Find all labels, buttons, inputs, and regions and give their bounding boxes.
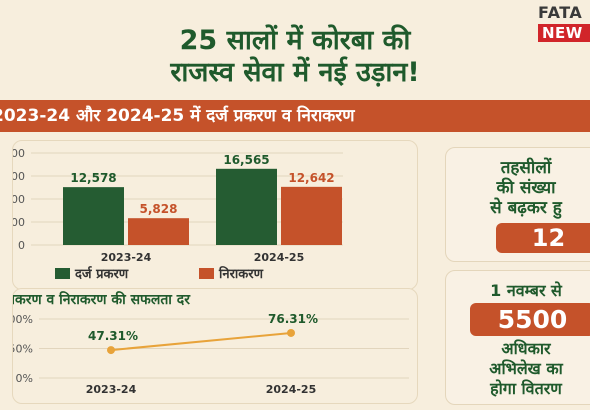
y-tick-label: 5,000: [13, 216, 25, 229]
y-tick-label: 20,000: [13, 147, 25, 160]
records-card-line-1: 1 नवम्बर से: [490, 281, 562, 300]
y-tick-label: 100%: [13, 313, 33, 326]
point-value-label: 76.31%: [268, 312, 318, 326]
bar-value-label: 5,828: [140, 202, 178, 216]
subtitle-ribbon: 2023-24 और 2024-25 में दर्ज प्रकरण व निर…: [0, 100, 590, 132]
bar-value-label: 16,565: [223, 153, 269, 167]
x-tick-label: 2023-24: [101, 251, 152, 264]
headline-line-2: राजस्व सेवा में नई उड़ान!: [170, 57, 420, 88]
line-chart-panel: प्रकरण व निराकरण की सफलता दर 0% 50% 100% 47.…: [2, 288, 418, 404]
bar-2024-25-2: [281, 186, 342, 245]
records-count-value: 5500: [497, 305, 568, 334]
bar-value-label: 12,642: [288, 171, 334, 185]
legend-label-2: निराकरण: [218, 266, 264, 282]
bar-chart: 0 5,000 10,000 15,000 20,000 12,578 5,828 2023-…: [0, 147, 343, 282]
bar-2024-25-1: [216, 168, 277, 245]
line-chart-title: प्रकरण व निराकरण की सफलता दर: [13, 291, 191, 308]
tehsil-count-badge: 12: [496, 223, 590, 253]
tehsil-card-line-2: की संख्या: [496, 178, 556, 198]
legend-swatch-1: [55, 268, 70, 279]
records-card-line-2: अधिकार: [501, 339, 551, 358]
data-point: [107, 346, 115, 355]
y-tick-label: 15,000: [13, 170, 25, 183]
brand-logo-top: FATA: [538, 3, 583, 22]
bar-chart-panel: 0 5,000 10,000 15,000 20,000 12,578 5,828 2023-…: [0, 140, 418, 290]
tehsil-count-value: 12: [531, 224, 566, 252]
y-tick-label: 0%: [16, 372, 33, 385]
tehsil-card-line-1: तहसीलों: [500, 158, 552, 178]
y-tick-label: 50%: [13, 343, 33, 356]
records-count-badge: 5500: [470, 303, 590, 336]
data-point: [287, 328, 295, 337]
bar-value-label: 12,578: [70, 171, 116, 185]
legend-label-1: दर्ज प्रकरण: [74, 266, 129, 282]
brand-logo-bottom: NEW: [538, 24, 590, 42]
bar-2023-24-2: [128, 218, 189, 245]
x-tick-label: 2024-25: [266, 383, 317, 396]
records-card-line-4: होगा वितरण: [490, 379, 562, 398]
bar-2023-24-1: [63, 187, 124, 245]
headline-line-1: 25 सालों में कोरबा की: [179, 25, 411, 56]
x-tick-label: 2023-24: [86, 383, 137, 396]
brand-logo: FATA NEW: [538, 4, 590, 42]
legend-swatch-2: [199, 268, 214, 279]
line-chart: प्रकरण व निराकरण की सफलता दर 0% 50% 100% 47.…: [2, 291, 409, 396]
y-tick-label: 0: [18, 239, 25, 252]
y-tick-label: 10,000: [13, 193, 25, 206]
success-rate-line: [110, 331, 292, 352]
x-tick-label: 2024-25: [254, 251, 305, 264]
records-card-line-3: अभिलेख का: [489, 359, 563, 378]
tehsil-card-line-3: से बढ़कर हु: [490, 198, 562, 218]
tehsil-card: तहसीलों की संख्या से बढ़कर हु 12: [445, 147, 590, 262]
records-card: 1 नवम्बर से 5500 अधिकार अभिलेख का होगा व…: [445, 270, 590, 405]
point-value-label: 47.31%: [88, 329, 138, 343]
